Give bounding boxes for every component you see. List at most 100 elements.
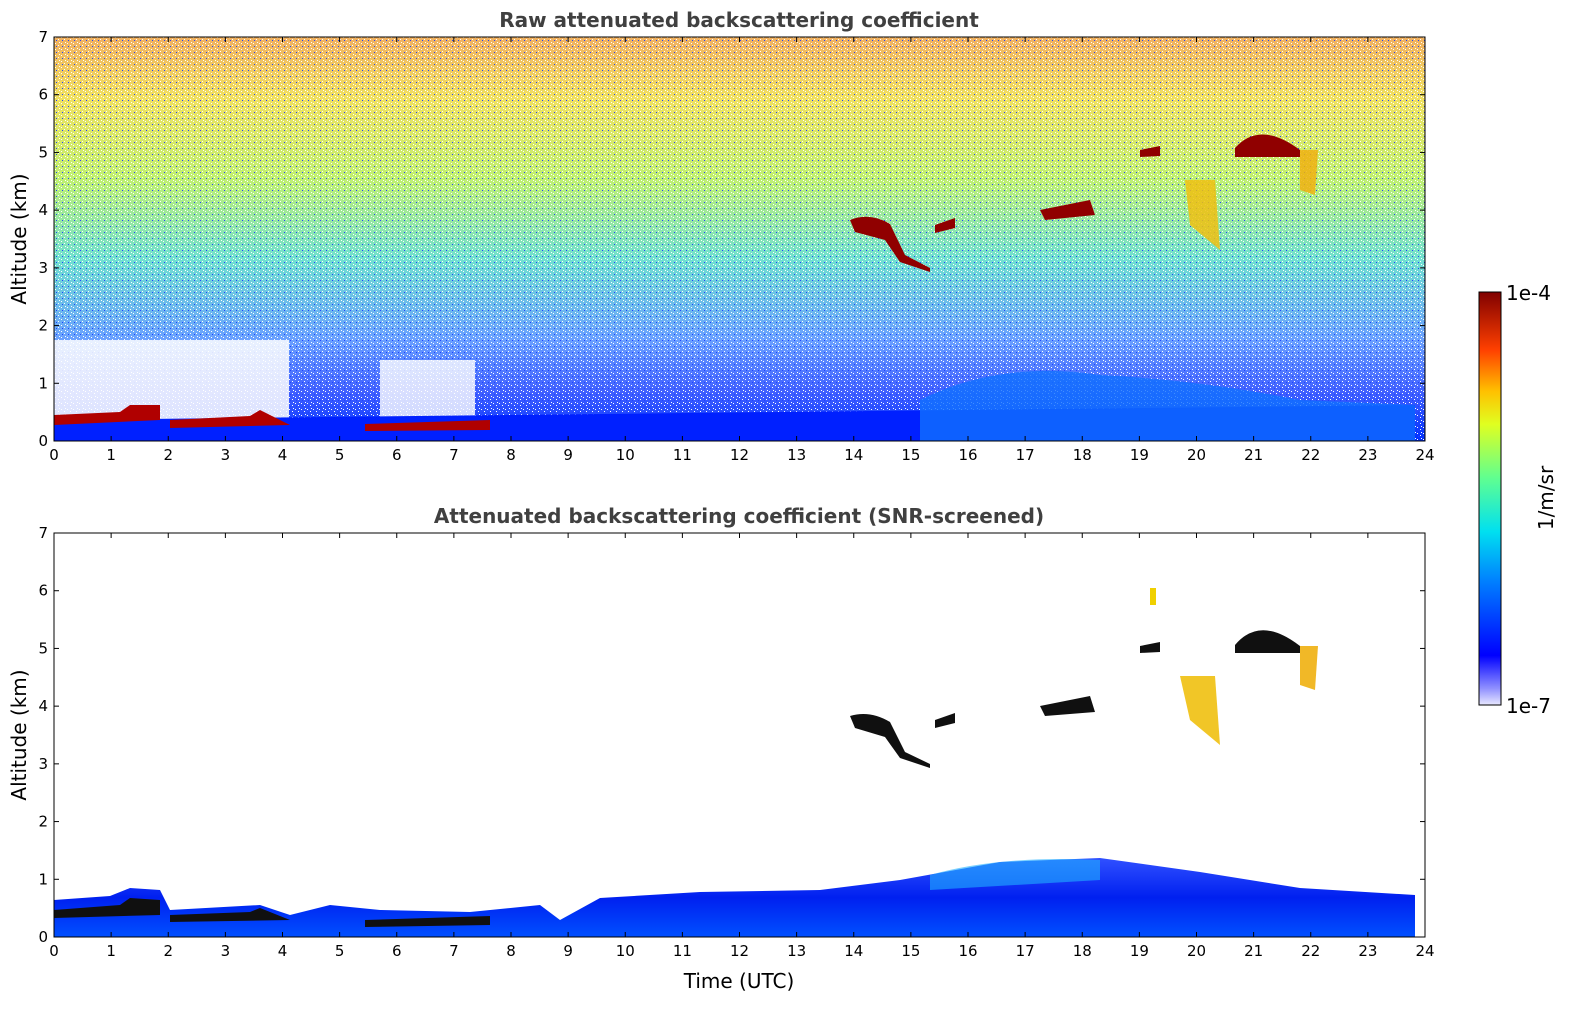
panel-screened-ylabel: Altitude (km) — [7, 669, 31, 800]
panel-raw-xtick-label: 8 — [506, 446, 516, 464]
panel-raw-ytick-label: 0 — [38, 432, 48, 450]
panel-screened-xtick-label: 1 — [106, 942, 116, 960]
colorbar-unit-label: 1/m/sr — [1534, 465, 1558, 530]
panel-raw-ylabel: Altitude (km) — [7, 173, 31, 304]
screened-mid-cloud — [1300, 646, 1318, 690]
raw-mid-cloud — [850, 216, 930, 272]
panel-raw: Raw attenuated backscattering coefficien… — [7, 8, 1435, 464]
raw-low-cloud — [365, 420, 490, 431]
screened-mid-cloud — [1140, 642, 1160, 653]
panel-raw-ytick-label: 6 — [38, 86, 48, 104]
panel-raw-xtick-label: 16 — [958, 446, 977, 464]
panel-raw-xtick-label: 17 — [1016, 446, 1035, 464]
panel-raw-xtick-label: 24 — [1415, 446, 1434, 464]
panel-screened-xtick-label: 10 — [616, 942, 635, 960]
raw-mid-cloud — [1300, 150, 1318, 195]
panel-screened-xtick-label: 17 — [1016, 942, 1035, 960]
panel-screened-xtick-label: 24 — [1415, 942, 1434, 960]
panel-screened-xtick-label: 0 — [49, 942, 59, 960]
panel-screened-xtick-label: 21 — [1244, 942, 1263, 960]
panel-screened-xtick-label: 18 — [1073, 942, 1092, 960]
screened-low-cloud — [54, 898, 160, 918]
panel-raw-xtick-label: 22 — [1301, 446, 1320, 464]
panel-screened-ytick-label: 0 — [38, 928, 48, 946]
panel-screened-ytick-label: 5 — [38, 639, 48, 657]
panel-raw-xtick-label: 5 — [335, 446, 345, 464]
panel-screened-ytick-label: 1 — [38, 870, 48, 888]
colorbar: 1e-4 1e-7 1/m/sr — [1478, 281, 1558, 718]
panel-raw-xtick-label: 9 — [563, 446, 573, 464]
screened-mid-cloud — [1040, 696, 1095, 716]
screened-mid-cloud — [1180, 676, 1220, 745]
panel-raw-xtick-label: 10 — [616, 446, 635, 464]
panel-screened-xtick-label: 6 — [392, 942, 402, 960]
screened-mid-cloud — [935, 713, 955, 728]
screened-low-cloud — [365, 916, 490, 927]
panel-screened-ytick-label: 4 — [38, 697, 48, 715]
panel-screened-xtick-label: 20 — [1187, 942, 1206, 960]
panel-screened-xtick-label: 2 — [163, 942, 173, 960]
screened-boundary-layer — [930, 859, 1100, 890]
panel-raw-xtick-label: 18 — [1073, 446, 1092, 464]
panel-screened-xtick-label: 22 — [1301, 942, 1320, 960]
panel-screened-ytick-label: 7 — [38, 524, 48, 542]
panel-screened-title: Attenuated backscattering coefficient (S… — [434, 504, 1044, 528]
panel-screened-xtick-label: 13 — [787, 942, 806, 960]
screened-mid-cloud — [1235, 630, 1300, 653]
raw-mid-cloud — [1140, 146, 1160, 157]
panel-screened-ytick-label: 6 — [38, 582, 48, 600]
panel-screened-xtick-label: 7 — [449, 942, 459, 960]
panel-screened-xtick-label: 3 — [221, 942, 231, 960]
panel-screened-xtick-label: 15 — [901, 942, 920, 960]
panel-screened-ytick-label: 2 — [38, 813, 48, 831]
panel-screened-xtick-label: 5 — [335, 942, 345, 960]
panel-screened-xtick-label: 19 — [1130, 942, 1149, 960]
panel-raw-title: Raw attenuated backscattering coefficien… — [499, 8, 979, 32]
panel-raw-ytick-label: 3 — [38, 259, 48, 277]
screened-mid-cloud — [850, 714, 930, 768]
raw-mid-cloud — [1040, 200, 1095, 220]
raw-low-cloud — [54, 405, 160, 425]
panel-raw-xtick-label: 21 — [1244, 446, 1263, 464]
panel-raw-xtick-label: 23 — [1358, 446, 1377, 464]
raw-mid-cloud — [1185, 180, 1220, 250]
colorbar-min-label: 1e-7 — [1506, 694, 1551, 718]
panel-raw-xtick-label: 12 — [730, 446, 749, 464]
raw-mid-cloud — [1235, 134, 1300, 157]
screened-low-cloud — [170, 908, 290, 922]
panel-screened-xtick-label: 14 — [844, 942, 863, 960]
raw-boundary-layer — [920, 370, 1415, 441]
panel-screened-xtick-label: 12 — [730, 942, 749, 960]
panel-raw-xtick-label: 20 — [1187, 446, 1206, 464]
screened-background — [54, 533, 1425, 937]
panel-raw-ticks: 0 1 2 3 4 5 6 7 8 9 10 11 12 13 14 15 16 17 18 19 20 21 22 23 24… — [38, 28, 1434, 464]
panel-screened-xlabel: Time (UTC) — [683, 969, 795, 993]
panel-raw-xtick-label: 14 — [844, 446, 863, 464]
panel-raw-xtick-label: 19 — [1130, 446, 1149, 464]
panel-raw-xtick-label: 4 — [278, 446, 288, 464]
raw-mid-cloud — [935, 218, 955, 233]
panel-raw-xtick-label: 7 — [449, 446, 459, 464]
panel-raw-xtick-label: 11 — [673, 446, 692, 464]
panel-raw-xtick-label: 1 — [106, 446, 116, 464]
panel-raw-xtick-label: 15 — [901, 446, 920, 464]
panel-raw-ytick-label: 4 — [38, 201, 48, 219]
panel-screened: Attenuated backscattering coefficient (S… — [7, 504, 1435, 993]
colorbar-gradient — [1478, 291, 1502, 706]
raw-low-signal-gap — [380, 360, 475, 422]
panel-screened-xtick-label: 23 — [1358, 942, 1377, 960]
panel-screened-xtick-label: 8 — [506, 942, 516, 960]
panel-raw-xtick-label: 3 — [221, 446, 231, 464]
panel-raw-xtick-label: 2 — [163, 446, 173, 464]
panel-screened-xtick-label: 11 — [673, 942, 692, 960]
panel-screened-ticks: 0 1 2 3 4 5 6 7 8 9 10 11 12 13 14 15 16 17 18 19 20 21 22 23 24… — [38, 524, 1434, 960]
panel-raw-ytick-label: 1 — [38, 374, 48, 392]
screened-mid-cloud — [1150, 588, 1156, 605]
panel-raw-ytick-label: 5 — [38, 143, 48, 161]
panel-raw-plot-area — [54, 37, 1425, 441]
panel-raw-xtick-label: 6 — [392, 446, 402, 464]
panel-raw-ytick-label: 7 — [38, 28, 48, 46]
panel-screened-plot-area — [54, 533, 1425, 937]
